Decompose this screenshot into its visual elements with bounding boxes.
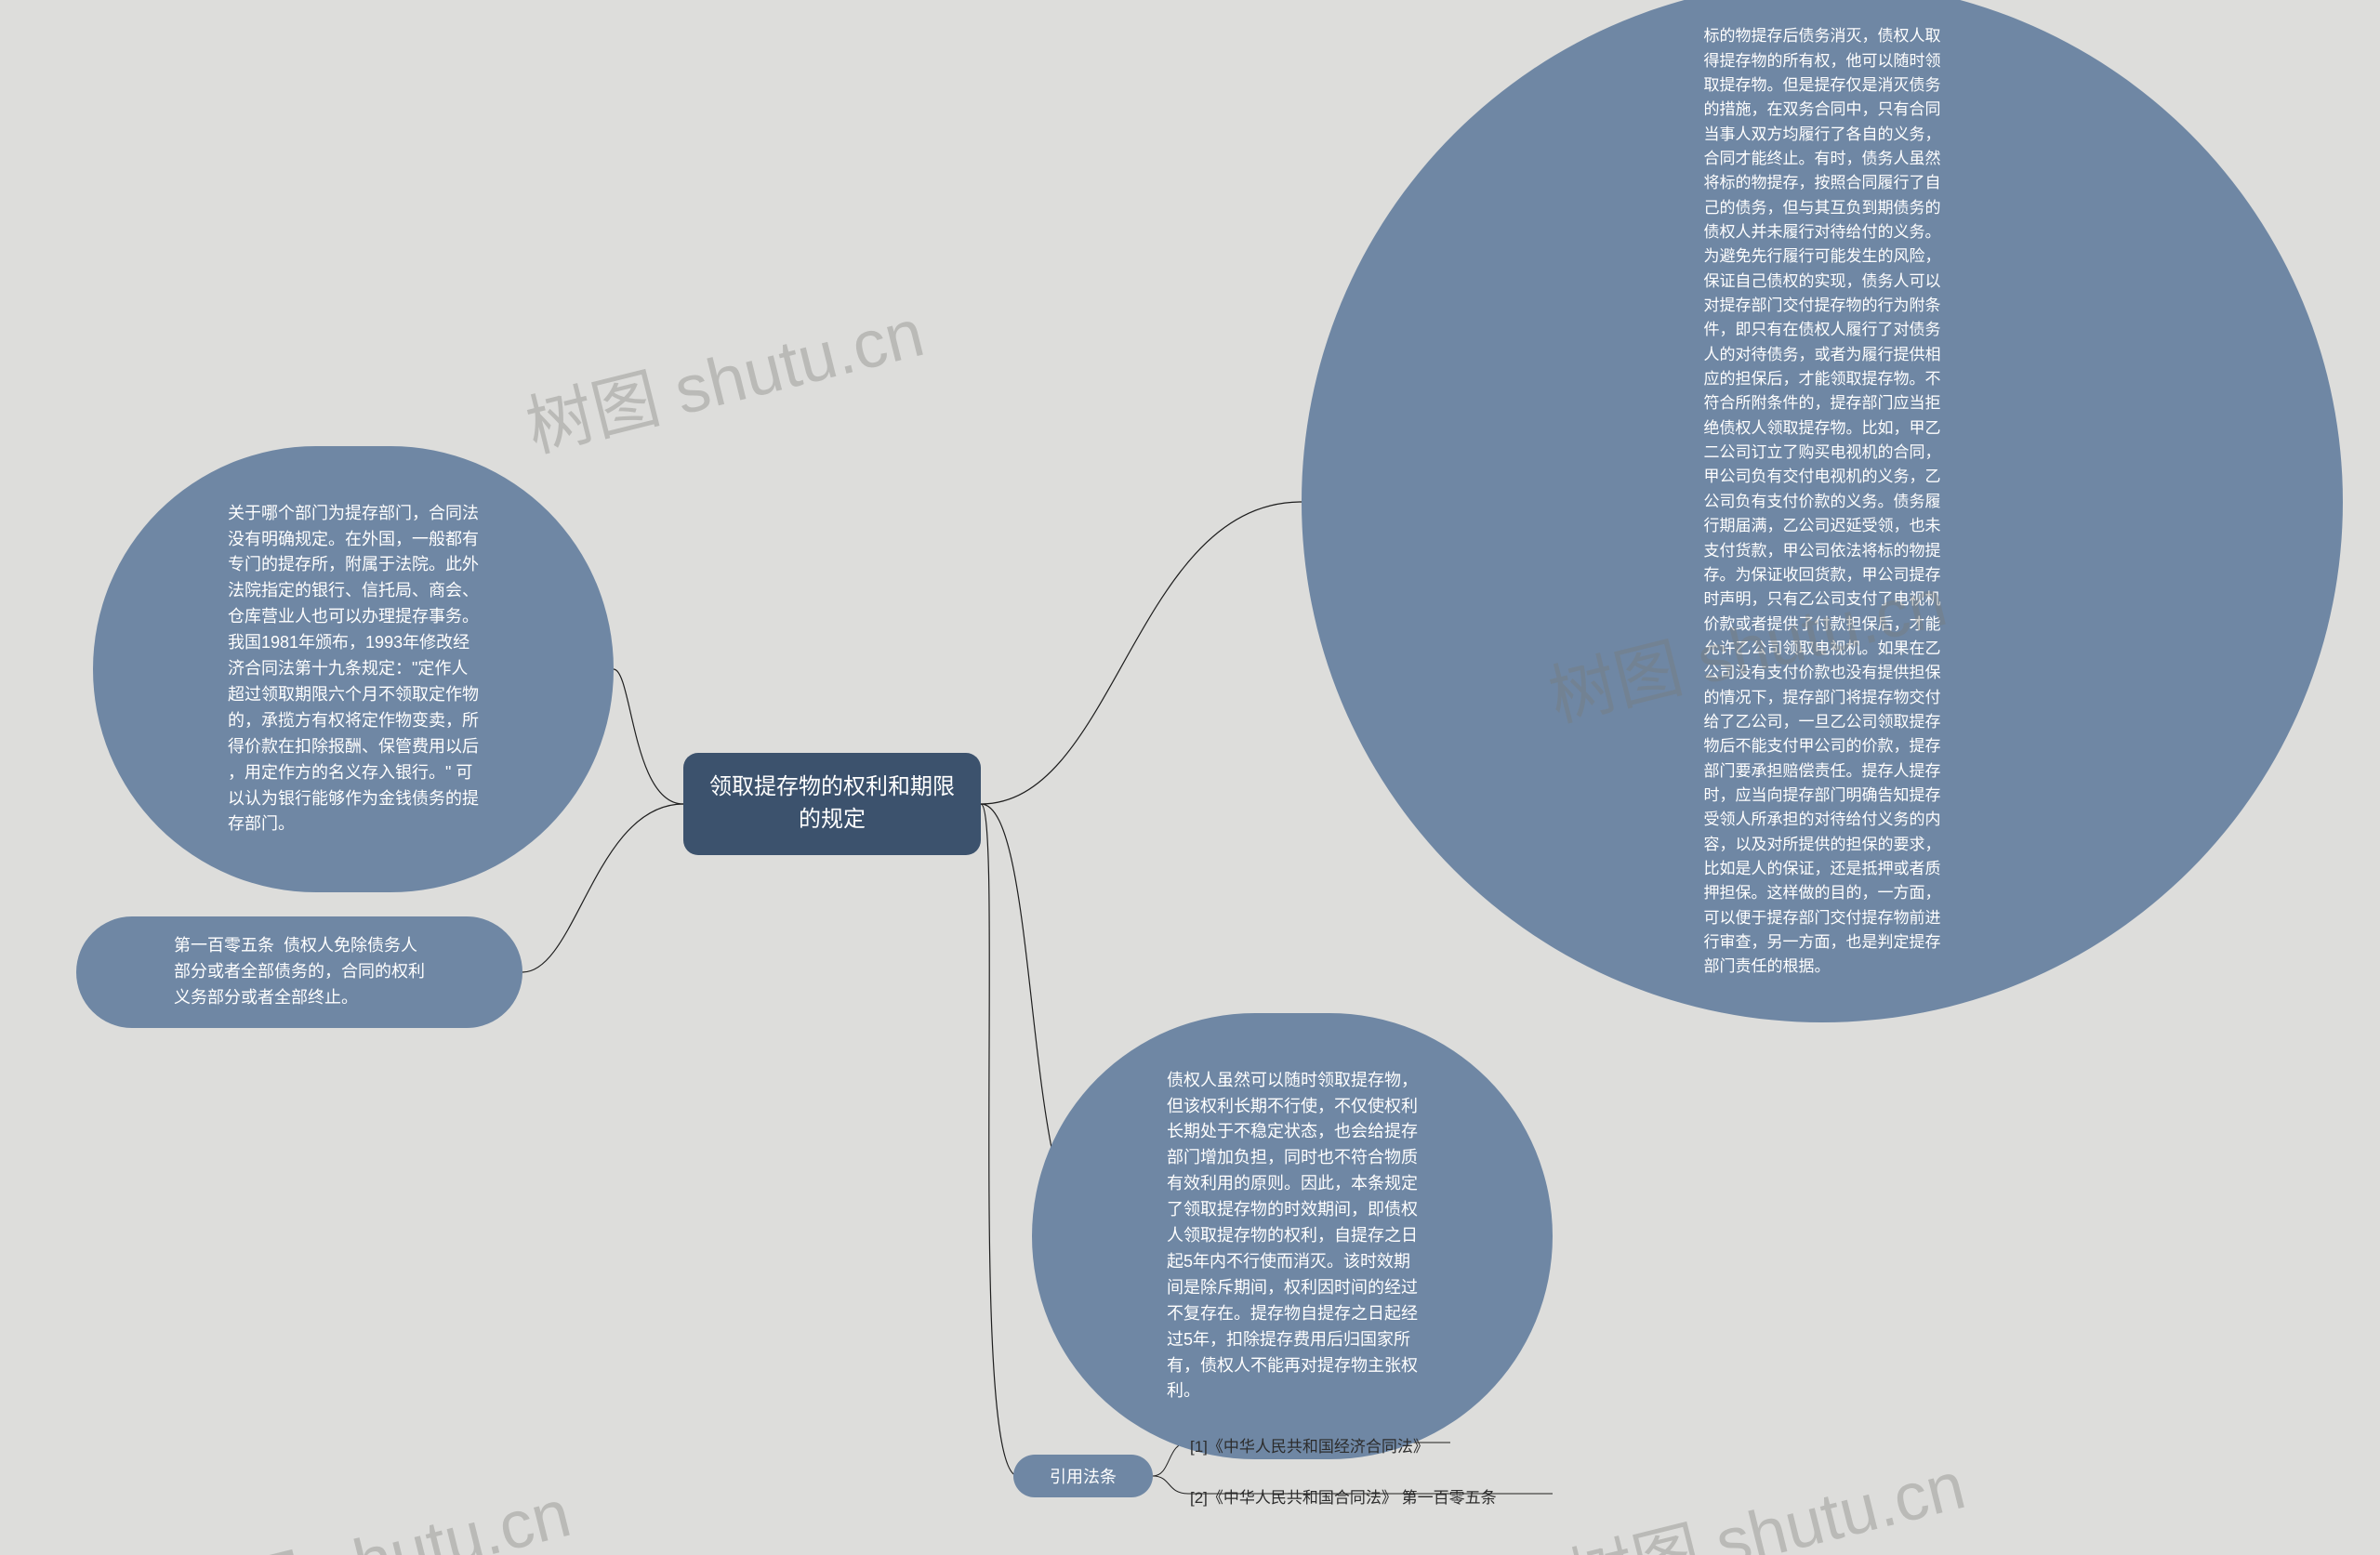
node-right-mid[interactable]: 债权人虽然可以随时领取提存物， 但该权利长期不行使，不仅使权利 长期处于不稳定状… xyxy=(1032,1013,1553,1459)
reference-item-2: [2]《中华人民共和国合同法》 第一百零五条 xyxy=(1190,1484,1497,1508)
node-reference-label-text: 引用法条 xyxy=(1050,1464,1117,1488)
node-right-mid-text: 债权人虽然可以随时领取提存物， 但该权利长期不行使，不仅使权利 长期处于不稳定状… xyxy=(1167,1068,1418,1405)
node-right-large-text: 标的物提存后债务消灭，债权人取 得提存物的所有权，他可以随时领 取提存物。但是提… xyxy=(1704,24,1941,979)
node-right-large[interactable]: 标的物提存后债务消灭，债权人取 得提存物的所有权，他可以随时领 取提存物。但是提… xyxy=(1302,0,2343,1022)
watermark: 树图 shutu.cn xyxy=(515,278,932,470)
watermark: 树图 shutu.cn xyxy=(1556,1430,1974,1555)
node-reference-label[interactable]: 引用法条 xyxy=(1013,1455,1153,1497)
node-left-bottom-text: 第一百零五条 债权人免除债务人 部分或者全部债务的，合同的权利 义务部分或者全部… xyxy=(174,933,425,1011)
mindmap-canvas: 标的物提存后债务消灭，债权人取 得提存物的所有权，他可以随时领 取提存物。但是提… xyxy=(0,0,2380,1555)
node-left-top-text: 关于哪个部门为提存部门，合同法 没有明确规定。在外国，一般都有 专门的提存所，附… xyxy=(228,501,479,838)
node-left-top[interactable]: 关于哪个部门为提存部门，合同法 没有明确规定。在外国，一般都有 专门的提存所，附… xyxy=(93,446,614,892)
node-left-bottom[interactable]: 第一百零五条 债权人免除债务人 部分或者全部债务的，合同的权利 义务部分或者全部… xyxy=(76,916,522,1028)
watermark: 树图 shutu.cn xyxy=(162,1458,579,1555)
center-node[interactable]: 领取提存物的权利和期限 的规定 xyxy=(683,753,981,855)
center-node-text: 领取提存物的权利和期限 的规定 xyxy=(709,771,955,837)
reference-item-1: [1]《中华人民共和国经济合同法》 xyxy=(1190,1433,1429,1456)
